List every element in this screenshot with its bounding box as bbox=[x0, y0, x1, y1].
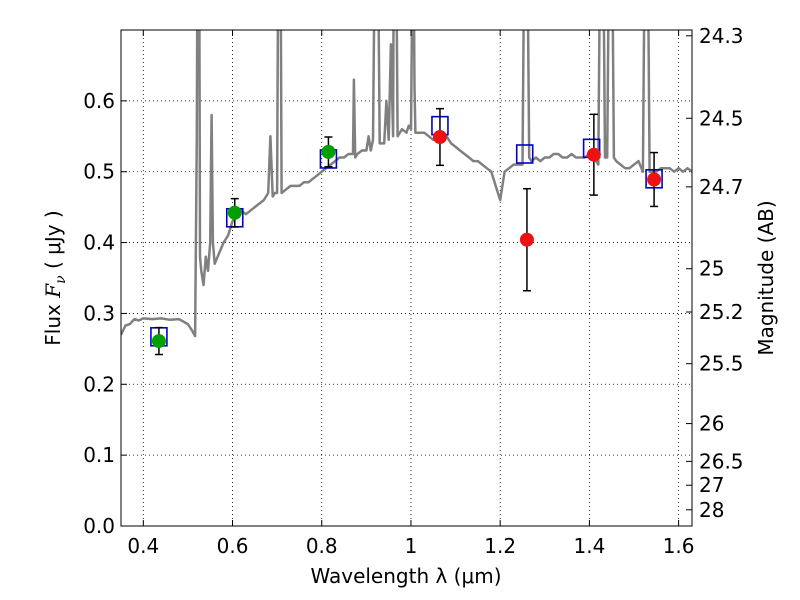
x-tick-label: 0.8 bbox=[306, 534, 338, 558]
plot-area bbox=[121, 30, 692, 356]
y-axis-title-symbol: F bbox=[41, 283, 65, 299]
x-tick-label: 1.6 bbox=[663, 534, 695, 558]
x-tick-label: 0.4 bbox=[127, 534, 159, 558]
x-tick-label: 0.6 bbox=[217, 534, 249, 558]
x-tick-label: 1.2 bbox=[484, 534, 516, 558]
y-axis-title-unit: ( μJy ) bbox=[41, 210, 65, 275]
red-point bbox=[432, 129, 447, 144]
model-flux-box bbox=[515, 144, 534, 164]
y-tick-label: 0.2 bbox=[83, 372, 115, 396]
mag-tick-label: 26 bbox=[699, 412, 724, 436]
mag-tick-label: 28 bbox=[699, 498, 724, 522]
x-tick-label: 1.4 bbox=[573, 534, 605, 558]
right-axis-title: Magnitude (AB) bbox=[754, 200, 778, 355]
mag-tick-label: 24.7 bbox=[699, 175, 744, 199]
grid bbox=[121, 30, 692, 527]
mag-tick-label: 25 bbox=[699, 257, 724, 281]
y-tick-label: 0.5 bbox=[83, 160, 115, 184]
mag-tick-label: 24.3 bbox=[699, 24, 744, 48]
mag-tick-label: 24.5 bbox=[699, 106, 744, 130]
green-point bbox=[151, 334, 166, 349]
y-tick-label: 0.1 bbox=[83, 443, 115, 467]
y-axis-title-subscript: ν bbox=[53, 275, 69, 284]
y-axis-title-prefix: Flux bbox=[41, 298, 65, 346]
red-point bbox=[647, 172, 662, 187]
plot-frame bbox=[120, 29, 693, 527]
spectrum-line bbox=[121, 30, 692, 338]
x-tick-label: 1 bbox=[405, 534, 418, 558]
green-point bbox=[321, 144, 336, 159]
x-axis-title: Wavelength λ (μm) bbox=[310, 564, 501, 588]
mag-tick-label: 26.5 bbox=[699, 449, 744, 473]
y-tick-label: 0.6 bbox=[83, 89, 115, 113]
y-tick-label: 0.3 bbox=[83, 301, 115, 325]
red-point bbox=[519, 232, 534, 247]
y-tick-label: 0.0 bbox=[83, 514, 115, 538]
y-axis-title: Flux Fν ( μJy ) bbox=[41, 210, 69, 345]
mag-tick-label: 25.5 bbox=[699, 352, 744, 376]
mag-tick-label: 25.2 bbox=[699, 300, 744, 324]
red-point bbox=[586, 147, 601, 162]
green-point bbox=[227, 205, 242, 220]
axis-ticks: 0.4 0.6 0.8 1 1.2 1.4 1.6 0.0 0.1 0.2 0.3 0.4 0.5 0.6… bbox=[83, 24, 743, 558]
mag-tick-label: 27 bbox=[699, 473, 724, 497]
y-tick-label: 0.4 bbox=[83, 231, 115, 255]
